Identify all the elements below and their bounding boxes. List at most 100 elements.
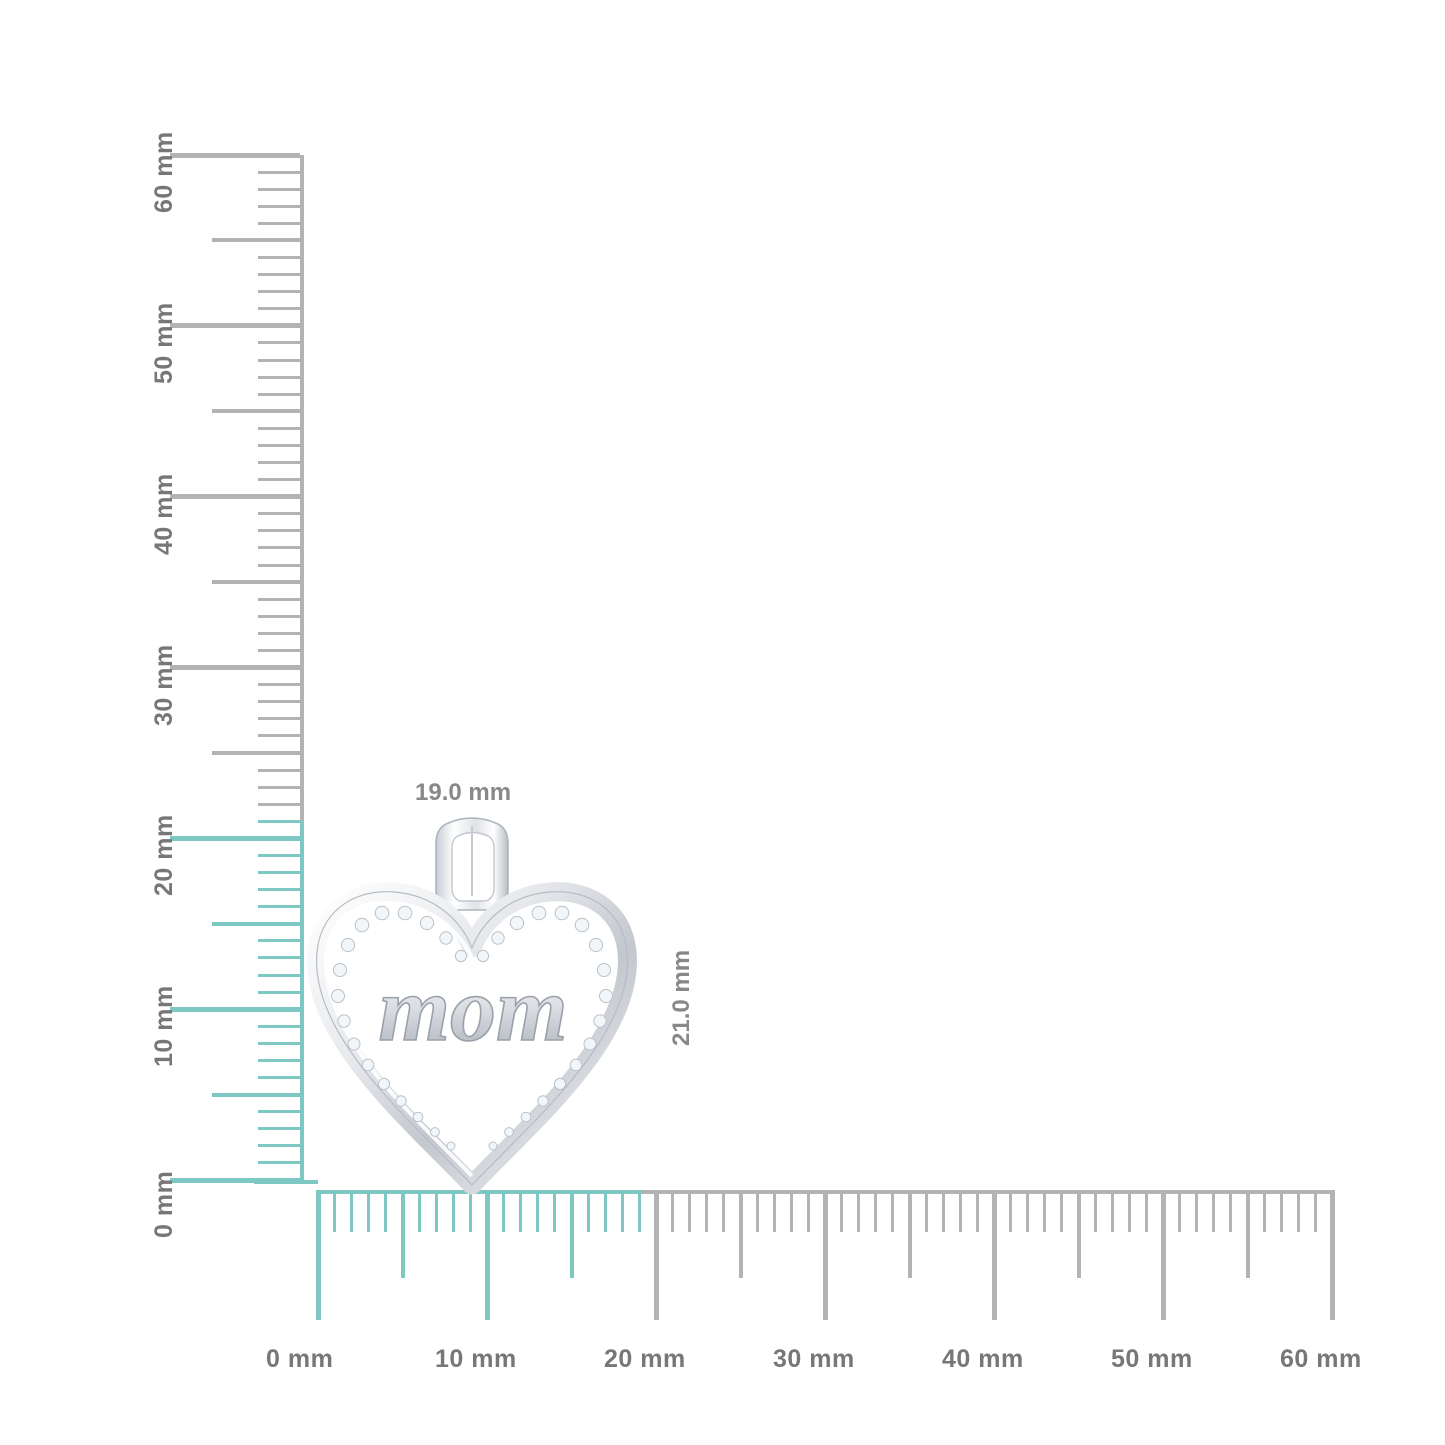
horizontal-ruler-tick <box>367 1190 371 1232</box>
vertical-ruler-tick <box>170 1006 300 1012</box>
horizontal-ruler-tick <box>1329 1190 1335 1320</box>
horizontal-ruler-tick <box>637 1190 641 1232</box>
horizontal-ruler-tick <box>1009 1190 1013 1232</box>
height-dimension-label: 21.0 mm <box>668 949 695 1046</box>
horizontal-ruler-tick <box>1043 1190 1047 1232</box>
horizontal-ruler-tick <box>1093 1190 1097 1232</box>
horizontal-ruler-tick <box>1026 1190 1030 1232</box>
vertical-ruler-tick <box>212 238 300 243</box>
horizontal-ruler-tick <box>468 1190 472 1232</box>
horizontal-ruler-tick <box>384 1190 388 1232</box>
mom-script-text: mom <box>378 957 569 1061</box>
vertical-ruler-tick <box>258 819 300 823</box>
vertical-ruler-tick <box>258 853 300 857</box>
vertical-ruler-label: 0 mm <box>150 1170 178 1238</box>
vertical-ruler-tick <box>258 563 300 567</box>
horizontal-ruler-tick <box>789 1190 793 1232</box>
horizontal-ruler-label: 30 mm <box>773 1345 855 1373</box>
horizontal-ruler-axis <box>639 1190 1332 1194</box>
vertical-ruler-tick <box>258 683 300 687</box>
vertical-ruler-tick <box>258 939 300 943</box>
horizontal-ruler-tick <box>1127 1190 1131 1232</box>
horizontal-ruler-tick <box>653 1190 659 1320</box>
vertical-ruler-tick <box>258 597 300 601</box>
vertical-ruler-tick <box>258 461 300 464</box>
vertical-ruler-label: 20 mm <box>150 814 178 897</box>
vertical-ruler-tick <box>258 512 300 516</box>
vertical-ruler-tick <box>258 734 300 738</box>
horizontal-ruler-tick <box>688 1190 692 1232</box>
horizontal-ruler-tick <box>840 1190 844 1232</box>
horizontal-ruler-tick <box>536 1190 540 1232</box>
vertical-ruler-tick <box>258 871 300 874</box>
pendant-bail <box>435 817 509 911</box>
vertical-ruler-tick <box>170 323 300 329</box>
horizontal-ruler-tick <box>434 1190 438 1232</box>
horizontal-ruler-tick <box>1144 1190 1148 1232</box>
horizontal-ruler-label: 60 mm <box>1280 1345 1362 1373</box>
horizontal-ruler-tick <box>891 1190 895 1232</box>
horizontal-ruler-tick <box>1262 1190 1266 1232</box>
horizontal-ruler-tick <box>1160 1190 1166 1320</box>
vertical-ruler-tick <box>258 700 300 704</box>
vertical-ruler-tick <box>258 426 300 430</box>
horizontal-ruler-tick <box>1245 1190 1250 1278</box>
horizontal-ruler-tick <box>705 1190 709 1232</box>
vertical-ruler-tick <box>258 392 300 396</box>
script-word: mom <box>378 958 567 1060</box>
horizontal-ruler-tick <box>1229 1190 1233 1232</box>
vertical-ruler-axis <box>300 821 304 1180</box>
vertical-ruler-tick <box>258 307 300 311</box>
horizontal-ruler-tick <box>874 1190 878 1232</box>
horizontal-ruler-tick <box>907 1190 912 1278</box>
vertical-ruler-tick <box>258 1110 300 1114</box>
horizontal-ruler-label: 50 mm <box>1111 1345 1193 1373</box>
horizontal-ruler-axis-extension <box>254 1180 318 1184</box>
horizontal-ruler-tick <box>484 1190 490 1320</box>
vertical-ruler-tick <box>258 768 300 772</box>
vertical-ruler-tick <box>258 546 300 550</box>
horizontal-ruler-tick <box>350 1190 354 1232</box>
horizontal-ruler-tick <box>451 1190 455 1232</box>
horizontal-ruler-tick <box>991 1190 997 1320</box>
vertical-ruler-tick <box>258 273 300 277</box>
horizontal-ruler-label: 0 mm <box>266 1345 334 1373</box>
width-dimension-label: 19.0 mm <box>415 779 512 806</box>
horizontal-ruler-label: 10 mm <box>435 1345 517 1373</box>
vertical-ruler-axis <box>300 155 304 822</box>
vertical-ruler-label: 40 mm <box>150 472 178 555</box>
vertical-ruler-label: 50 mm <box>150 302 178 384</box>
horizontal-ruler-tick <box>1110 1190 1114 1232</box>
horizontal-ruler-tick <box>822 1190 828 1320</box>
horizontal-ruler-tick <box>941 1190 945 1232</box>
horizontal-ruler-tick <box>722 1190 726 1232</box>
vertical-ruler-tick <box>258 973 300 977</box>
horizontal-ruler-tick <box>738 1190 743 1278</box>
horizontal-ruler-tick <box>333 1190 337 1232</box>
horizontal-ruler-tick <box>857 1190 861 1232</box>
vertical-ruler-tick <box>258 956 300 960</box>
horizontal-ruler-tick <box>1279 1190 1283 1232</box>
horizontal-ruler-tick <box>1212 1190 1216 1232</box>
vertical-ruler-tick <box>258 1161 300 1165</box>
horizontal-ruler-tick <box>1060 1190 1064 1232</box>
vertical-ruler-tick <box>258 221 300 225</box>
horizontal-ruler-tick <box>400 1190 405 1278</box>
horizontal-ruler-tick <box>1313 1190 1317 1232</box>
horizontal-ruler-tick <box>1076 1190 1081 1278</box>
horizontal-ruler-tick <box>1195 1190 1199 1232</box>
horizontal-ruler-tick <box>924 1190 928 1232</box>
vertical-ruler-tick <box>170 665 300 670</box>
vertical-ruler-tick <box>258 187 300 191</box>
vertical-ruler-tick <box>258 1076 300 1079</box>
vertical-ruler-tick <box>258 290 300 294</box>
horizontal-ruler-tick <box>502 1190 506 1232</box>
horizontal-ruler-tick <box>603 1190 607 1232</box>
vertical-ruler-tick <box>258 478 300 482</box>
vertical-ruler-tick <box>258 648 300 652</box>
vertical-ruler-tick <box>258 170 300 174</box>
vertical-ruler-tick <box>212 409 300 414</box>
vertical-ruler-tick <box>258 1144 300 1148</box>
vertical-ruler-label: 10 mm <box>150 985 178 1068</box>
horizontal-ruler-tick <box>975 1190 979 1232</box>
